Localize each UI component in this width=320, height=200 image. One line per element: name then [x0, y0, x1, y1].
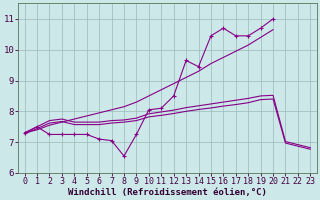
X-axis label: Windchill (Refroidissement éolien,°C): Windchill (Refroidissement éolien,°C)	[68, 188, 267, 197]
